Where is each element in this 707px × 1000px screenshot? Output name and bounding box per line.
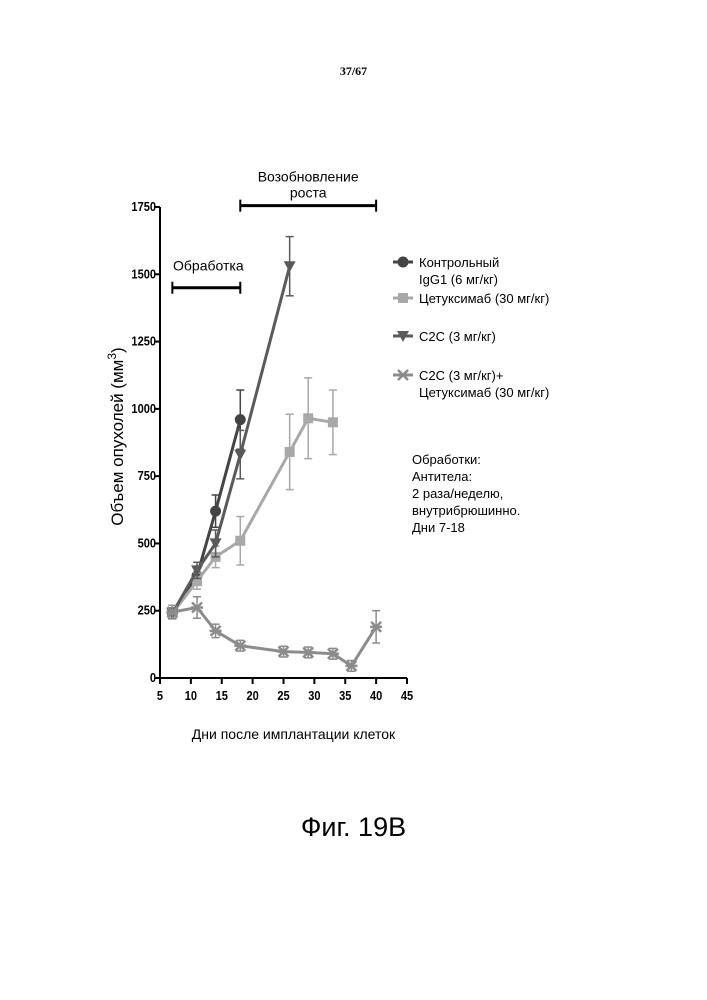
data-point	[303, 413, 313, 423]
treatment-notes: Обработки: Антитела: 2 раза/неделю, внутриб…	[412, 452, 520, 535]
series-line	[172, 266, 289, 613]
y-tick-label: 1750	[131, 199, 156, 214]
series-3	[166, 237, 295, 620]
legend-swatch-marker	[397, 370, 409, 380]
y-tick-label: 500	[138, 536, 157, 551]
x-tick-label: 35	[339, 688, 352, 703]
x-axis-label: Дни после имплантации клеток	[192, 726, 396, 742]
legend-entry-2: Цетуксимаб (30 мг/кг)	[393, 291, 549, 306]
series-line	[172, 607, 376, 665]
data-point	[235, 415, 245, 425]
x-tick-label: 10	[185, 688, 198, 703]
regrowth-label-line2: роста	[290, 185, 327, 201]
x-tick-label: 40	[370, 688, 383, 703]
legend-label: C2C (3 мг/кг)+	[419, 368, 503, 383]
treatment-note-line: внутрибрюшинно.	[412, 503, 520, 518]
chart-annotations: Обработка Возобновлениероста	[172, 169, 376, 294]
y-tick-label: 750	[138, 468, 157, 483]
data-point	[285, 447, 295, 457]
y-tick-label: 1250	[131, 334, 156, 349]
chart-legend: Контрольный IgG1 (6 мг/кг) Цетуксимаб (30 …	[393, 255, 549, 400]
y-tick-label: 0	[150, 670, 156, 685]
legend-swatch-marker	[398, 293, 408, 303]
chart-plot-area	[166, 237, 382, 672]
legend-label: Цетуксимаб (30 мг/кг)	[419, 291, 549, 306]
y-axis-label: Объем опухолей (мм3)	[105, 347, 127, 525]
series-2	[167, 378, 338, 619]
x-tick-label: 30	[308, 688, 321, 703]
treatment-note-line: Антитела:	[412, 469, 472, 484]
legend-entry-3: C2C (3 мг/кг)	[393, 329, 496, 344]
y-tick-label: 250	[138, 603, 157, 618]
legend-swatch-marker	[398, 257, 408, 267]
figure-caption: Фиг. 19B	[0, 812, 707, 843]
chart-axes: 0 250 500 750 1000 1250 1500 1750 5 10 15 20 25 30 35 4…	[105, 199, 413, 742]
treatment-note-line: Обработки:	[412, 452, 481, 467]
data-point	[211, 506, 221, 516]
data-point	[235, 536, 245, 546]
y-tick-label: 1500	[131, 266, 156, 281]
data-point	[328, 417, 338, 427]
x-tick-label: 15	[216, 688, 229, 703]
legend-label: Цетуксимаб (30 мг/кг)	[419, 385, 549, 400]
x-tick-label: 45	[401, 688, 414, 703]
y-tick-label: 1000	[131, 401, 156, 416]
series-line	[172, 420, 240, 614]
x-tick-label: 25	[277, 688, 290, 703]
treatment-note-line: Дни 7-18	[412, 520, 465, 535]
x-tick-label: 20	[246, 688, 259, 703]
treatment-note-line: 2 раза/неделю,	[412, 486, 503, 501]
regrowth-label-line1: Возобновление	[258, 169, 359, 185]
legend-entry-1: Контрольный IgG1 (6 мг/кг)	[393, 255, 499, 287]
series-4	[166, 597, 382, 672]
series-1	[167, 390, 245, 619]
x-tick-label: 5	[157, 688, 163, 703]
data-point	[284, 261, 296, 272]
legend-entry-4: C2C (3 мг/кг)+ Цетуксимаб (30 мг/кг)	[393, 368, 549, 400]
data-point	[234, 450, 246, 461]
treatment-label: Обработка	[173, 258, 244, 274]
legend-label: Контрольный	[419, 255, 499, 270]
legend-label: C2C (3 мг/кг)	[419, 329, 496, 344]
legend-label: IgG1 (6 мг/кг)	[419, 272, 498, 287]
